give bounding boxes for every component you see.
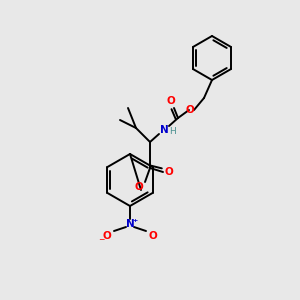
Text: −: −: [98, 236, 104, 244]
Text: N: N: [160, 125, 168, 135]
Text: +: +: [132, 218, 138, 223]
Text: O: O: [103, 231, 111, 241]
Text: O: O: [165, 167, 173, 177]
Text: N: N: [126, 219, 134, 229]
Text: O: O: [135, 182, 143, 192]
Text: O: O: [167, 96, 176, 106]
Text: H: H: [169, 128, 176, 136]
Text: O: O: [186, 105, 194, 115]
Text: O: O: [148, 231, 158, 241]
